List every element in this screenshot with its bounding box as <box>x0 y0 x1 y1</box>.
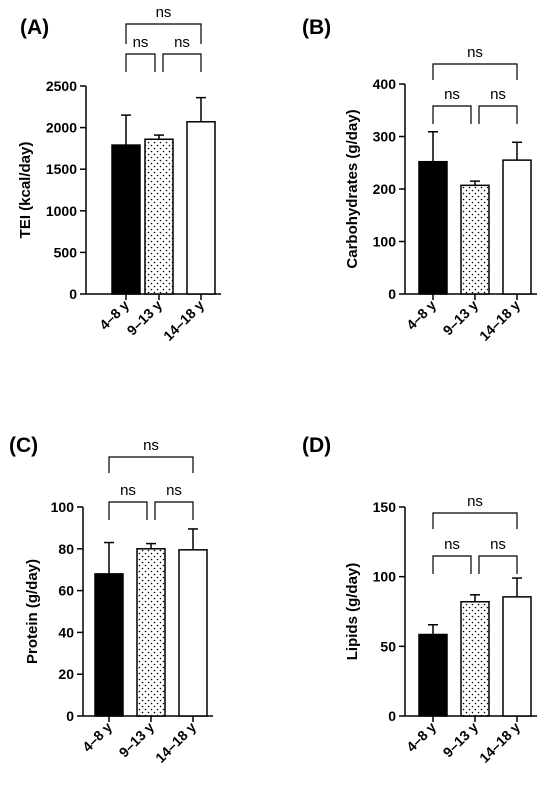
panel-label: (C) <box>9 434 38 457</box>
bar-1 <box>94 573 124 717</box>
significance-bracket <box>125 23 202 44</box>
panel-label: (D) <box>302 434 331 457</box>
chart-panel-a: (A)TEI (kcal/day)050010001500200025004–8… <box>17 4 221 344</box>
x-tick-label: 4–8 y <box>403 297 439 333</box>
y-tick-label: 80 <box>58 541 74 557</box>
bar-2 <box>144 138 174 295</box>
y-tick-label: 150 <box>373 499 397 515</box>
significance-bracket <box>478 105 518 124</box>
y-tick-label: 1000 <box>46 203 77 219</box>
significance-label: ns <box>490 86 506 103</box>
y-tick-label: 60 <box>58 583 74 599</box>
significance-label: ns <box>156 4 172 21</box>
significance-label: ns <box>133 34 149 51</box>
significance-bracket <box>108 456 194 473</box>
x-tick-label: 14–18 y <box>476 297 523 344</box>
significance-bracket <box>162 53 202 72</box>
y-tick-label: 0 <box>66 708 74 724</box>
y-axis-label: TEI (kcal/day) <box>17 142 34 239</box>
x-tick-label: 14–18 y <box>152 719 199 766</box>
significance-label: ns <box>490 536 506 553</box>
y-tick-label: 0 <box>69 286 77 302</box>
x-tick-label: 4–8 y <box>79 719 115 755</box>
significance-bracket <box>108 501 148 520</box>
y-tick-label: 200 <box>373 181 397 197</box>
significance-bracket <box>478 555 518 574</box>
significance-label: ns <box>174 34 190 51</box>
bar-3 <box>178 549 208 717</box>
significance-bracket <box>432 555 472 574</box>
y-tick-label: 100 <box>51 499 75 515</box>
significance-bracket <box>432 63 518 80</box>
y-tick-label: 2000 <box>46 120 77 136</box>
y-tick-label: 40 <box>58 624 74 640</box>
significance-label: ns <box>120 482 136 499</box>
y-tick-label: 300 <box>373 129 397 145</box>
bar-3 <box>186 121 216 295</box>
y-tick-label: 50 <box>380 638 396 654</box>
significance-bracket <box>154 501 194 520</box>
bar-1 <box>418 160 448 295</box>
panel-label: (A) <box>20 16 49 39</box>
bar-1 <box>111 144 141 295</box>
significance-label: ns <box>467 493 483 510</box>
chart-panel-d: (D) Lipids (g/day) 0 50 100 150 4–8 y 9–13 y14–… <box>302 434 537 766</box>
bar-2 <box>460 600 490 717</box>
x-tick-label: 14–18 y <box>476 719 523 766</box>
significance-bracket <box>432 512 518 529</box>
y-axis-label: Lipids (g/day) <box>344 563 361 661</box>
y-tick-label: 500 <box>54 244 78 260</box>
x-tick-label: 9–13 y <box>440 297 482 339</box>
x-tick-label: 9–13 y <box>116 719 158 761</box>
bar-3 <box>502 159 532 295</box>
panel-label: (B) <box>302 16 331 39</box>
significance-label: ns <box>444 536 460 553</box>
y-tick-label: 0 <box>388 286 396 302</box>
x-tick-label: 14–18 y <box>160 297 207 344</box>
bar-2 <box>136 548 166 717</box>
chart-panel-c: (C) Protein (g/day) 0 20 40 60 80 100 4–8 y 9–13 … <box>9 434 213 766</box>
x-tick-label: 4–8 y <box>403 719 439 755</box>
significance-label: ns <box>143 437 159 454</box>
y-tick-label: 100 <box>373 569 397 585</box>
y-axis-label: Carbohydrates (g/day) <box>344 109 361 268</box>
y-tick-label: 2500 <box>46 78 77 94</box>
bar-3 <box>502 596 532 717</box>
y-tick-label: 400 <box>373 76 397 92</box>
significance-bracket <box>432 105 472 124</box>
bar-2 <box>460 184 490 295</box>
significance-label: ns <box>467 44 483 61</box>
y-tick-label: 0 <box>388 708 396 724</box>
bar-1 <box>418 633 448 717</box>
significance-bracket <box>125 53 156 72</box>
x-tick-label: 9–13 y <box>124 297 166 339</box>
y-tick-label: 20 <box>58 666 74 682</box>
y-axis-label: Protein (g/day) <box>24 559 41 664</box>
significance-label: ns <box>444 86 460 103</box>
significance-label: ns <box>166 482 182 499</box>
x-tick-label: 9–13 y <box>440 719 482 761</box>
y-tick-label: 1500 <box>46 161 77 177</box>
y-tick-label: 100 <box>373 234 397 250</box>
chart-panel-b: (B) Carbohydrates (g/day) 0 100 200 300 400 4–8… <box>302 16 537 344</box>
